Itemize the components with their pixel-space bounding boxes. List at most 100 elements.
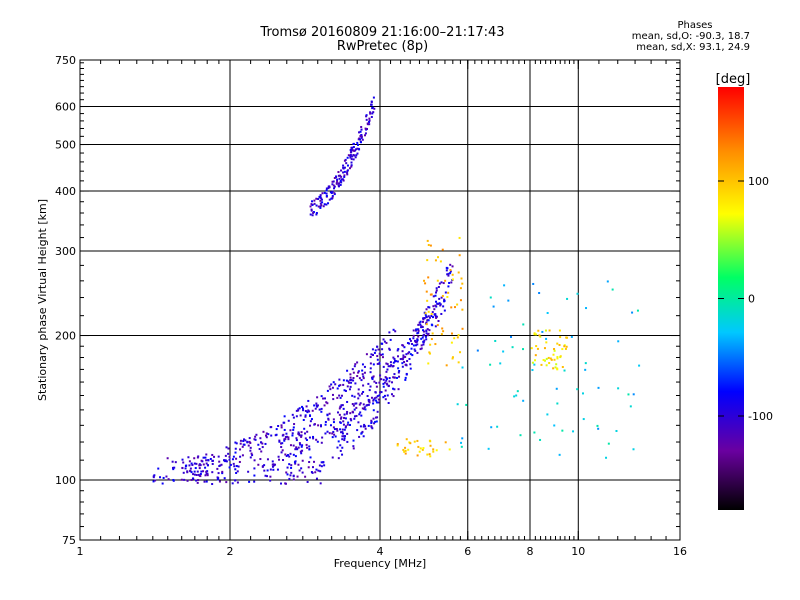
echo-point [338,384,341,387]
echo-point [345,379,348,382]
echo-point [403,361,406,364]
echo-point [346,423,349,426]
echo-point [548,362,551,365]
echo-point [435,300,438,303]
echo-point [315,404,318,407]
echo-point [447,272,450,275]
echo-point [432,448,435,451]
echo-point [310,471,313,474]
echo-point [221,470,224,473]
echo-point [292,478,295,481]
echo-point [321,201,324,204]
scatter-points [152,96,641,486]
echo-point [432,295,435,298]
echo-point [536,347,539,350]
echo-point [432,450,435,453]
echo-point [340,431,343,434]
echo-point [369,367,372,370]
echo-point [326,430,329,433]
echo-point [438,282,441,285]
echo-point [349,376,352,379]
colorbar-label: [deg] [716,72,751,87]
echo-point [374,349,377,352]
echo-point [182,471,185,474]
echo-point [393,357,396,360]
echo-point [198,463,201,466]
echo-point [392,328,395,331]
echo-point [581,392,584,395]
echo-point [312,435,315,438]
echo-point [337,184,340,187]
echo-point [217,455,220,458]
echo-point [343,174,346,177]
echo-point [460,277,463,280]
y-tick-label: 500 [55,139,76,152]
echo-point [386,363,389,366]
echo-point [330,197,333,200]
echo-point [372,111,375,114]
echo-point [346,432,349,435]
echo-point [336,387,339,390]
echo-point [319,482,322,485]
echo-point [435,287,438,290]
echo-point [188,460,191,463]
echo-point [615,429,618,432]
echo-point [264,434,267,437]
echo-point [496,425,499,428]
echo-point [287,419,290,422]
echo-point [556,342,559,345]
echo-point [259,437,262,440]
echo-point [280,426,283,429]
echo-point [631,311,634,314]
echo-point [193,457,196,460]
echo-point [404,378,407,381]
echo-point [339,181,342,184]
axis-ticks [79,59,681,541]
echo-point [397,367,400,370]
echo-point [320,461,323,464]
echo-point [353,417,356,420]
echo-point [438,297,441,300]
echo-point [247,470,250,473]
echo-point [284,482,287,485]
echo-point [535,345,538,348]
echo-point [339,179,342,182]
tick-labels: 1 2 4 6 8 10 16 75 100 200 300 400 500 600 750 [55,54,687,558]
echo-point [424,335,427,338]
y-tick-label: 400 [55,185,76,198]
echo-point [538,292,541,295]
echo-point [360,379,363,382]
echo-point [445,269,448,272]
echo-point [190,462,193,465]
echo-point [341,453,344,456]
echo-point [341,446,344,449]
echo-point [248,480,251,483]
echo-point [358,148,361,151]
echo-point [236,470,239,473]
echo-point [183,478,186,481]
echo-point [376,362,379,365]
echo-point [204,456,207,459]
echo-point [331,180,334,183]
echo-point [392,395,395,398]
echo-point [316,396,319,399]
echo-point [375,401,378,404]
echo-point [319,199,322,202]
echo-point [378,394,381,397]
echo-point [423,339,426,342]
echo-point [329,388,332,391]
echo-point [565,345,568,348]
echo-point [362,403,365,406]
echo-point [237,465,240,468]
echo-point [247,444,250,447]
echo-point [421,448,424,451]
echo-point [448,281,451,284]
echo-point [287,438,290,441]
echo-point [198,464,201,467]
echo-point [352,146,355,149]
echo-point [357,397,360,400]
echo-point [632,448,635,451]
echo-point [312,211,315,214]
echo-point [249,449,252,452]
echo-point [456,403,459,406]
